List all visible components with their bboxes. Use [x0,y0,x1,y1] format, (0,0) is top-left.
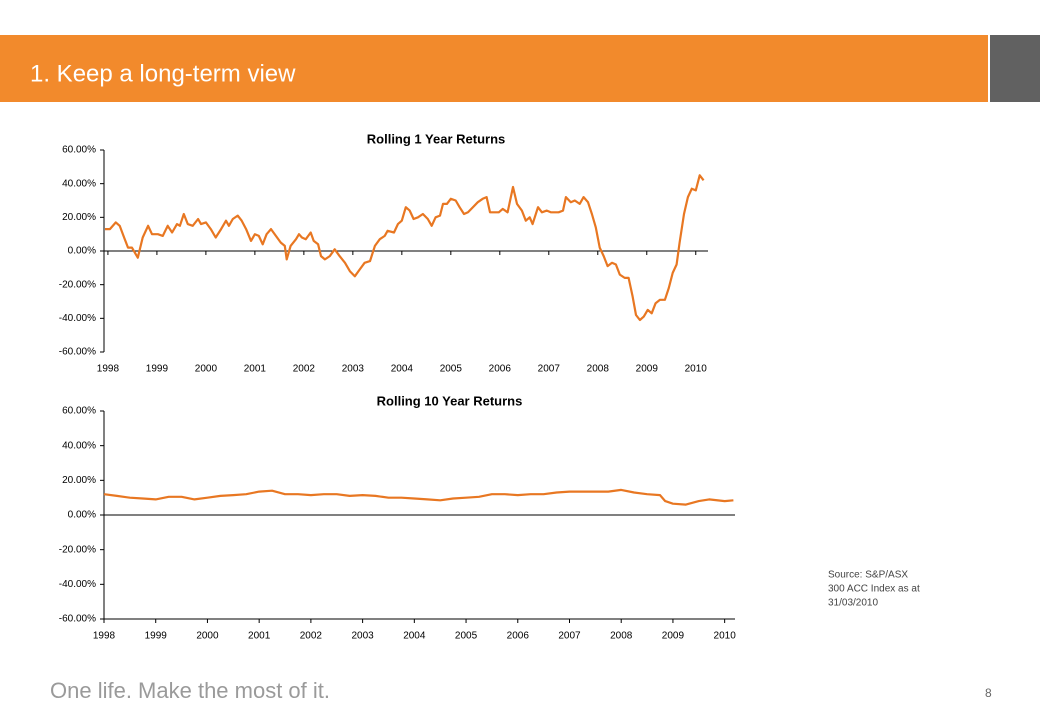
header-block [990,35,1040,102]
x-tick-label: 2007 [558,631,581,642]
x-tick-label: 2002 [293,364,316,375]
x-tick-label: 2009 [636,364,659,375]
y-tick-label: 60.00% [62,406,96,417]
x-tick-label: 2002 [300,631,323,642]
x-tick-label: 2003 [342,364,365,375]
x-tick-label: 2004 [391,364,414,375]
y-tick-label: -60.00% [59,614,96,625]
y-tick-label: 0.00% [68,510,96,521]
y-tick-label: 40.00% [62,440,96,451]
slogan: One life. Make the most of it. [50,678,330,703]
x-tick-label: 2003 [351,631,374,642]
source-line: 300 ACC Index as at [828,584,920,595]
source-line: Source: S&P/ASX [828,570,908,581]
x-tick-label: 2008 [587,364,610,375]
x-tick-label: 2001 [248,631,271,642]
y-tick-label: 20.00% [62,475,96,486]
x-tick-label: 2000 [196,631,219,642]
x-tick-label: 2005 [440,364,463,375]
x-tick-label: 1999 [145,631,168,642]
x-tick-label: 2006 [489,364,512,375]
chart-title: Rolling 1 Year Returns [367,131,505,146]
x-tick-label: 2008 [610,631,633,642]
x-tick-label: 1998 [93,631,116,642]
y-tick-label: -20.00% [59,279,96,290]
y-tick-label: 0.00% [68,246,96,257]
header-bar [0,35,988,102]
header-title: 1. Keep a long-term view [30,60,296,87]
data-line [103,488,734,506]
y-tick-label: -40.00% [59,579,96,590]
y-tick-label: -40.00% [59,313,96,324]
y-tick-label: 20.00% [62,212,96,223]
data-line [105,174,705,322]
page-number: 8 [985,686,992,700]
x-tick-label: 2005 [455,631,478,642]
y-tick-label: -20.00% [59,544,96,555]
x-tick-label: 2004 [403,631,426,642]
x-tick-label: 2000 [195,364,218,375]
x-tick-label: 2001 [244,364,267,375]
x-tick-label: 1998 [97,364,120,375]
y-tick-label: 40.00% [62,178,96,189]
chart-title: Rolling 10 Year Returns [377,393,523,408]
x-tick-label: 2010 [714,631,737,642]
source-line: 31/03/2010 [828,598,878,609]
x-tick-label: 2007 [538,364,561,375]
y-tick-label: 60.00% [62,145,96,156]
x-tick-label: 2009 [662,631,685,642]
x-tick-label: 2006 [507,631,530,642]
x-tick-label: 1999 [146,364,169,375]
y-tick-label: -60.00% [59,347,96,358]
x-tick-label: 2010 [685,364,708,375]
